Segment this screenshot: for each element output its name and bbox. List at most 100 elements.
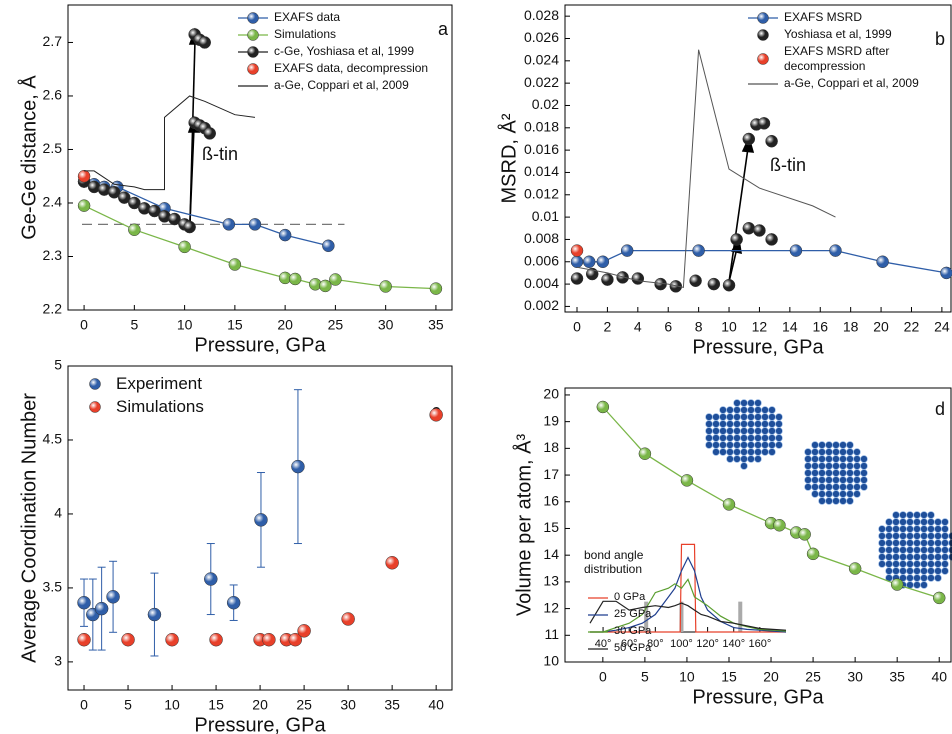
atom (754, 399, 762, 407)
x-tick-label: 35 (384, 697, 400, 713)
legend-marker (757, 53, 769, 65)
atom (860, 476, 868, 484)
atom (885, 560, 893, 568)
atom (726, 455, 734, 463)
data-point (680, 474, 694, 487)
data-point (341, 612, 355, 626)
data-point (742, 222, 756, 235)
atom (892, 532, 900, 540)
data-point (148, 204, 161, 218)
atom (712, 427, 720, 435)
x-tick-label: 20 (763, 669, 779, 685)
arrow (189, 127, 195, 223)
x-tick-label: 10 (721, 319, 737, 335)
atom (761, 413, 769, 421)
data-point (638, 447, 652, 460)
legend-marker (247, 11, 259, 24)
legend-entry: 25 GPa (588, 607, 668, 622)
x-tick-label: 24 (934, 319, 950, 335)
atom (853, 469, 861, 477)
atom (733, 455, 741, 463)
data-point (798, 528, 811, 541)
y-tick-label: 0.014 (524, 163, 559, 179)
x-tick-label: 25 (328, 317, 344, 333)
atom (754, 413, 762, 421)
data-point (940, 266, 952, 280)
atom (846, 441, 854, 449)
x-tick-label: 0 (599, 669, 607, 685)
atom (733, 448, 741, 456)
atom (740, 399, 748, 407)
atom (906, 567, 914, 575)
y-tick-label: 13 (543, 573, 559, 589)
series-line (590, 578, 787, 633)
atom (934, 574, 942, 582)
atom (934, 560, 942, 568)
data-point (596, 255, 610, 269)
legend-label: Simulations (274, 27, 337, 41)
atom (927, 539, 935, 547)
atom (934, 525, 942, 533)
atom (747, 448, 755, 456)
y-tick-label: 0.018 (524, 119, 559, 135)
atom (906, 546, 914, 554)
atom (733, 399, 741, 407)
panel-label: b (935, 29, 945, 49)
x-tick-label: 30 (847, 669, 863, 685)
legend-box: EXAFS data Simulations c-Ge, Yoshiasa et a… (238, 10, 452, 93)
x-tick-label: 16 (812, 319, 828, 335)
atom (818, 469, 826, 477)
x-tick-label: 6 (664, 319, 672, 335)
panel-label: d (935, 399, 945, 419)
atom (740, 427, 748, 435)
legend-marker (757, 11, 769, 24)
atom (712, 441, 720, 449)
y-tick-label: 2.2 (43, 301, 63, 317)
data-point (121, 632, 135, 647)
atom (846, 462, 854, 470)
atom (811, 455, 819, 463)
plot-frame (564, 387, 952, 663)
atom (754, 434, 762, 442)
data-point (753, 224, 766, 237)
atom (804, 462, 812, 470)
atom (892, 525, 900, 533)
data-point (297, 624, 311, 638)
atom (913, 532, 921, 540)
atom (927, 532, 935, 540)
atom (920, 574, 928, 582)
legend-swatch (238, 28, 268, 41)
atom (927, 553, 935, 561)
atom (818, 497, 826, 505)
atom (920, 532, 928, 540)
legend-label: a-Ge, Coppari et al, 2009 (274, 78, 409, 92)
atom (853, 455, 861, 463)
atom (825, 476, 833, 484)
data-point (765, 134, 778, 148)
atom (811, 476, 819, 484)
atom (832, 490, 840, 498)
atom (832, 469, 840, 477)
atom (892, 511, 900, 519)
atom (899, 518, 907, 526)
atom (740, 448, 748, 456)
legend-swatch (748, 82, 778, 85)
y-axis-title: Average Coordination Number (18, 393, 40, 663)
atom (832, 462, 840, 470)
atom (913, 518, 921, 526)
nanoparticle-image (804, 441, 868, 505)
data-point (379, 280, 392, 293)
atom (846, 483, 854, 491)
x-tick-label: 35 (889, 669, 905, 685)
legend-box: 0 GPa 25 GPa 30 GPa 50 GPa (588, 590, 668, 656)
y-tick-label: 16 (543, 492, 559, 508)
atom (719, 448, 727, 456)
atom (913, 546, 921, 554)
data-point (385, 556, 399, 570)
legend-entry: EXAFS data, decompression (238, 61, 452, 76)
atom (811, 483, 819, 491)
legend-entry: 30 GPa (588, 624, 668, 639)
atom (705, 441, 713, 449)
data-point (288, 272, 302, 286)
x-tick-label: 0 (80, 697, 88, 713)
